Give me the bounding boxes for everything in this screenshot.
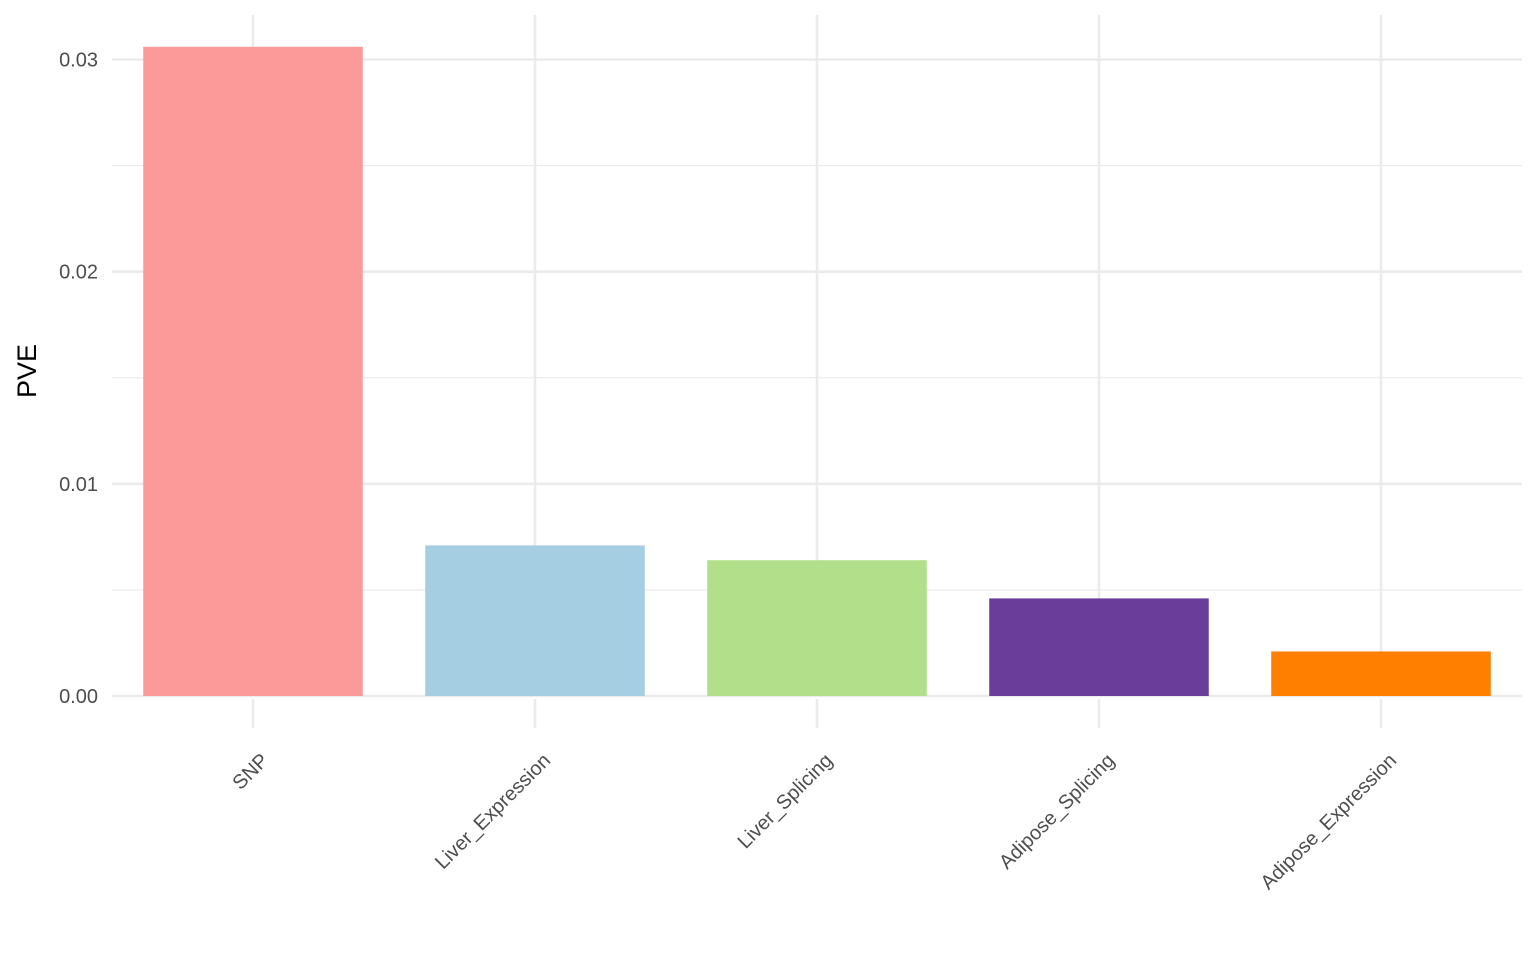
- x-tick-label: Liver_Splicing: [734, 750, 838, 854]
- x-axis-tick-labels: SNP Liver_Expression Liver_Splicing Adipose…: [229, 750, 1402, 894]
- x-axis-tick-marks: [251, 699, 1383, 728]
- y-tick-label: 0.00: [59, 686, 98, 708]
- bars: [143, 46, 1491, 696]
- x-tick-label: SNP: [229, 750, 274, 795]
- bar-snp: [143, 46, 363, 696]
- bar-liver-expression: [425, 545, 645, 696]
- bar-adipose-splicing: [989, 598, 1209, 696]
- y-tick-label: 0.02: [59, 262, 98, 284]
- x-tick-label: Liver_Expression: [431, 750, 555, 874]
- x-tick-label: Adipose_Splicing: [995, 750, 1119, 874]
- bar-liver-splicing: [707, 560, 927, 696]
- bar-adipose-expression: [1271, 651, 1491, 696]
- y-tick-label: 0.01: [59, 474, 98, 496]
- y-tick-label: 0.03: [59, 50, 98, 72]
- x-tick-label: Adipose_Expression: [1257, 750, 1401, 894]
- y-axis-title: PVE: [12, 344, 42, 398]
- y-axis-tick-labels: 0.00 0.01 0.02 0.03: [59, 50, 98, 709]
